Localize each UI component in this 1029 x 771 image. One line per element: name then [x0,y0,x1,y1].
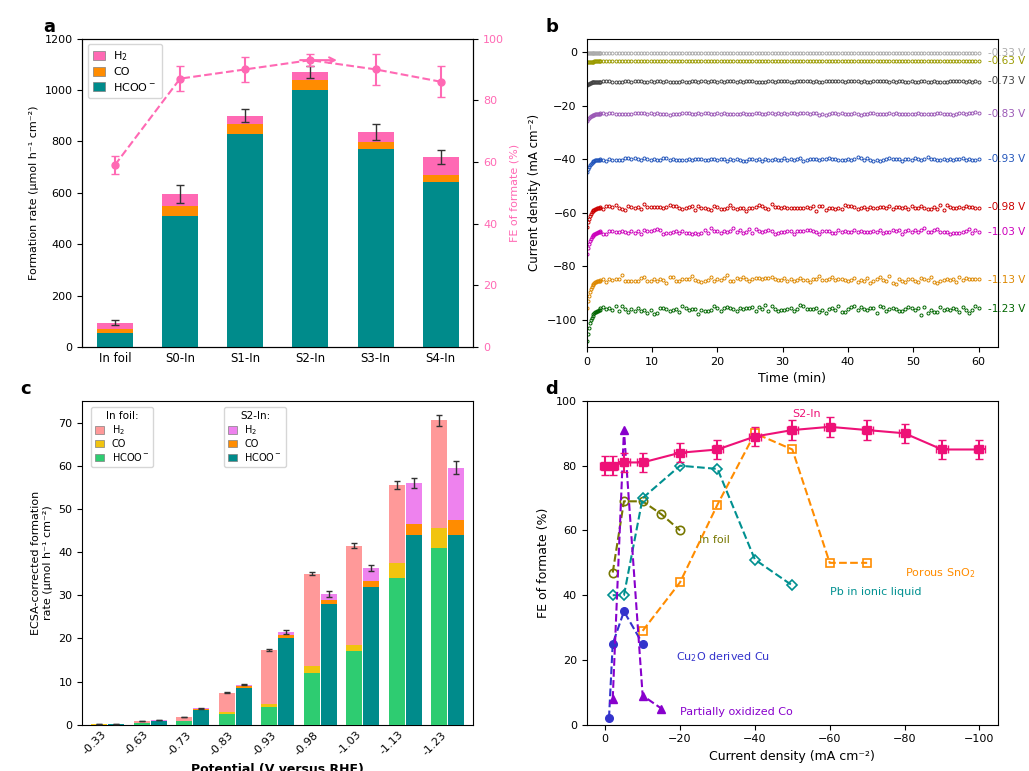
Bar [321,600,336,604]
Bar [163,194,198,206]
Bar [292,80,328,90]
Bar [358,132,393,142]
Bar [423,157,459,175]
Bar [163,216,198,347]
Bar [304,673,320,725]
Y-axis label: Formation rate (μmol h⁻¹ cm⁻²): Formation rate (μmol h⁻¹ cm⁻²) [29,106,39,280]
X-axis label: Current density (mA cm⁻²): Current density (mA cm⁻²) [709,750,876,763]
Bar [292,90,328,347]
Text: d: d [545,380,558,399]
Bar [163,206,198,216]
Bar [219,714,235,725]
Text: -0.33 V: -0.33 V [988,49,1026,59]
Y-axis label: FE of formate (%): FE of formate (%) [509,143,520,242]
Bar [219,712,235,714]
Bar [176,722,192,725]
Bar [278,635,294,638]
Text: Partially oxidized Co: Partially oxidized Co [680,707,792,717]
Text: In foil: In foil [699,535,730,545]
Bar [236,688,252,725]
Text: c: c [20,380,31,399]
Text: Cu$_2$O derived Cu: Cu$_2$O derived Cu [676,650,771,664]
Bar [176,717,192,721]
Bar [97,322,133,329]
Bar [97,333,133,347]
Bar [278,632,294,635]
Bar [423,175,459,183]
Bar [321,594,336,600]
Bar [363,568,380,581]
Text: -0.93 V: -0.93 V [988,154,1026,164]
Bar [363,587,380,725]
Text: -1.23 V: -1.23 V [988,305,1026,315]
Text: -0.98 V: -0.98 V [988,203,1026,213]
Text: -1.13 V: -1.13 V [988,275,1026,285]
Bar [449,535,464,725]
Bar [358,142,393,149]
Bar [134,721,150,722]
Bar [449,468,464,520]
Legend: H$_2$, CO, HCOO$^-$: H$_2$, CO, HCOO$^-$ [87,44,162,98]
Bar [227,116,263,124]
Bar [261,704,278,708]
Y-axis label: FE of formate (%): FE of formate (%) [537,507,551,618]
Bar [389,578,405,725]
Bar [321,604,336,725]
Legend: H$_2$, CO, HCOO$^-$: H$_2$, CO, HCOO$^-$ [224,407,286,466]
Bar [134,723,150,725]
Y-axis label: ECSA-corrected formation
rate (μmol h⁻¹ cm⁻²): ECSA-corrected formation rate (μmol h⁻¹ … [31,490,52,635]
Bar [363,581,380,587]
Bar [389,563,405,578]
Bar [278,638,294,725]
X-axis label: Potential (V versus RHE): Potential (V versus RHE) [191,763,364,771]
Bar [346,651,362,725]
Bar [405,535,422,725]
Bar [151,721,167,725]
Text: Pb in ionic liquid: Pb in ionic liquid [829,588,921,598]
Bar [346,645,362,651]
Bar [236,685,252,686]
Y-axis label: Current density (mA cm⁻²): Current density (mA cm⁻²) [528,114,541,271]
Bar [261,708,278,725]
Text: S2-In: S2-In [792,409,821,419]
Bar [193,709,210,725]
Text: Porous SnO$_2$: Porous SnO$_2$ [904,566,975,580]
Bar [236,686,252,688]
Bar [97,329,133,333]
Text: b: b [545,19,559,36]
X-axis label: Time (min): Time (min) [758,372,826,386]
Bar [304,666,320,673]
Bar [431,547,448,725]
Text: -0.83 V: -0.83 V [988,109,1026,119]
Bar [227,124,263,133]
Text: -0.63 V: -0.63 V [988,56,1026,66]
Bar [449,520,464,535]
Bar [405,524,422,535]
Bar [219,693,235,712]
Bar [346,546,362,645]
Text: a: a [43,19,56,36]
Bar [358,149,393,347]
Bar [389,485,405,563]
Bar [423,183,459,347]
Bar [227,133,263,347]
Bar [261,650,278,704]
Text: -1.03 V: -1.03 V [988,227,1026,237]
Bar [405,483,422,524]
Bar [431,420,448,528]
Text: -0.73 V: -0.73 V [988,76,1026,86]
Bar [304,574,320,666]
Bar [292,72,328,80]
Bar [431,528,448,547]
